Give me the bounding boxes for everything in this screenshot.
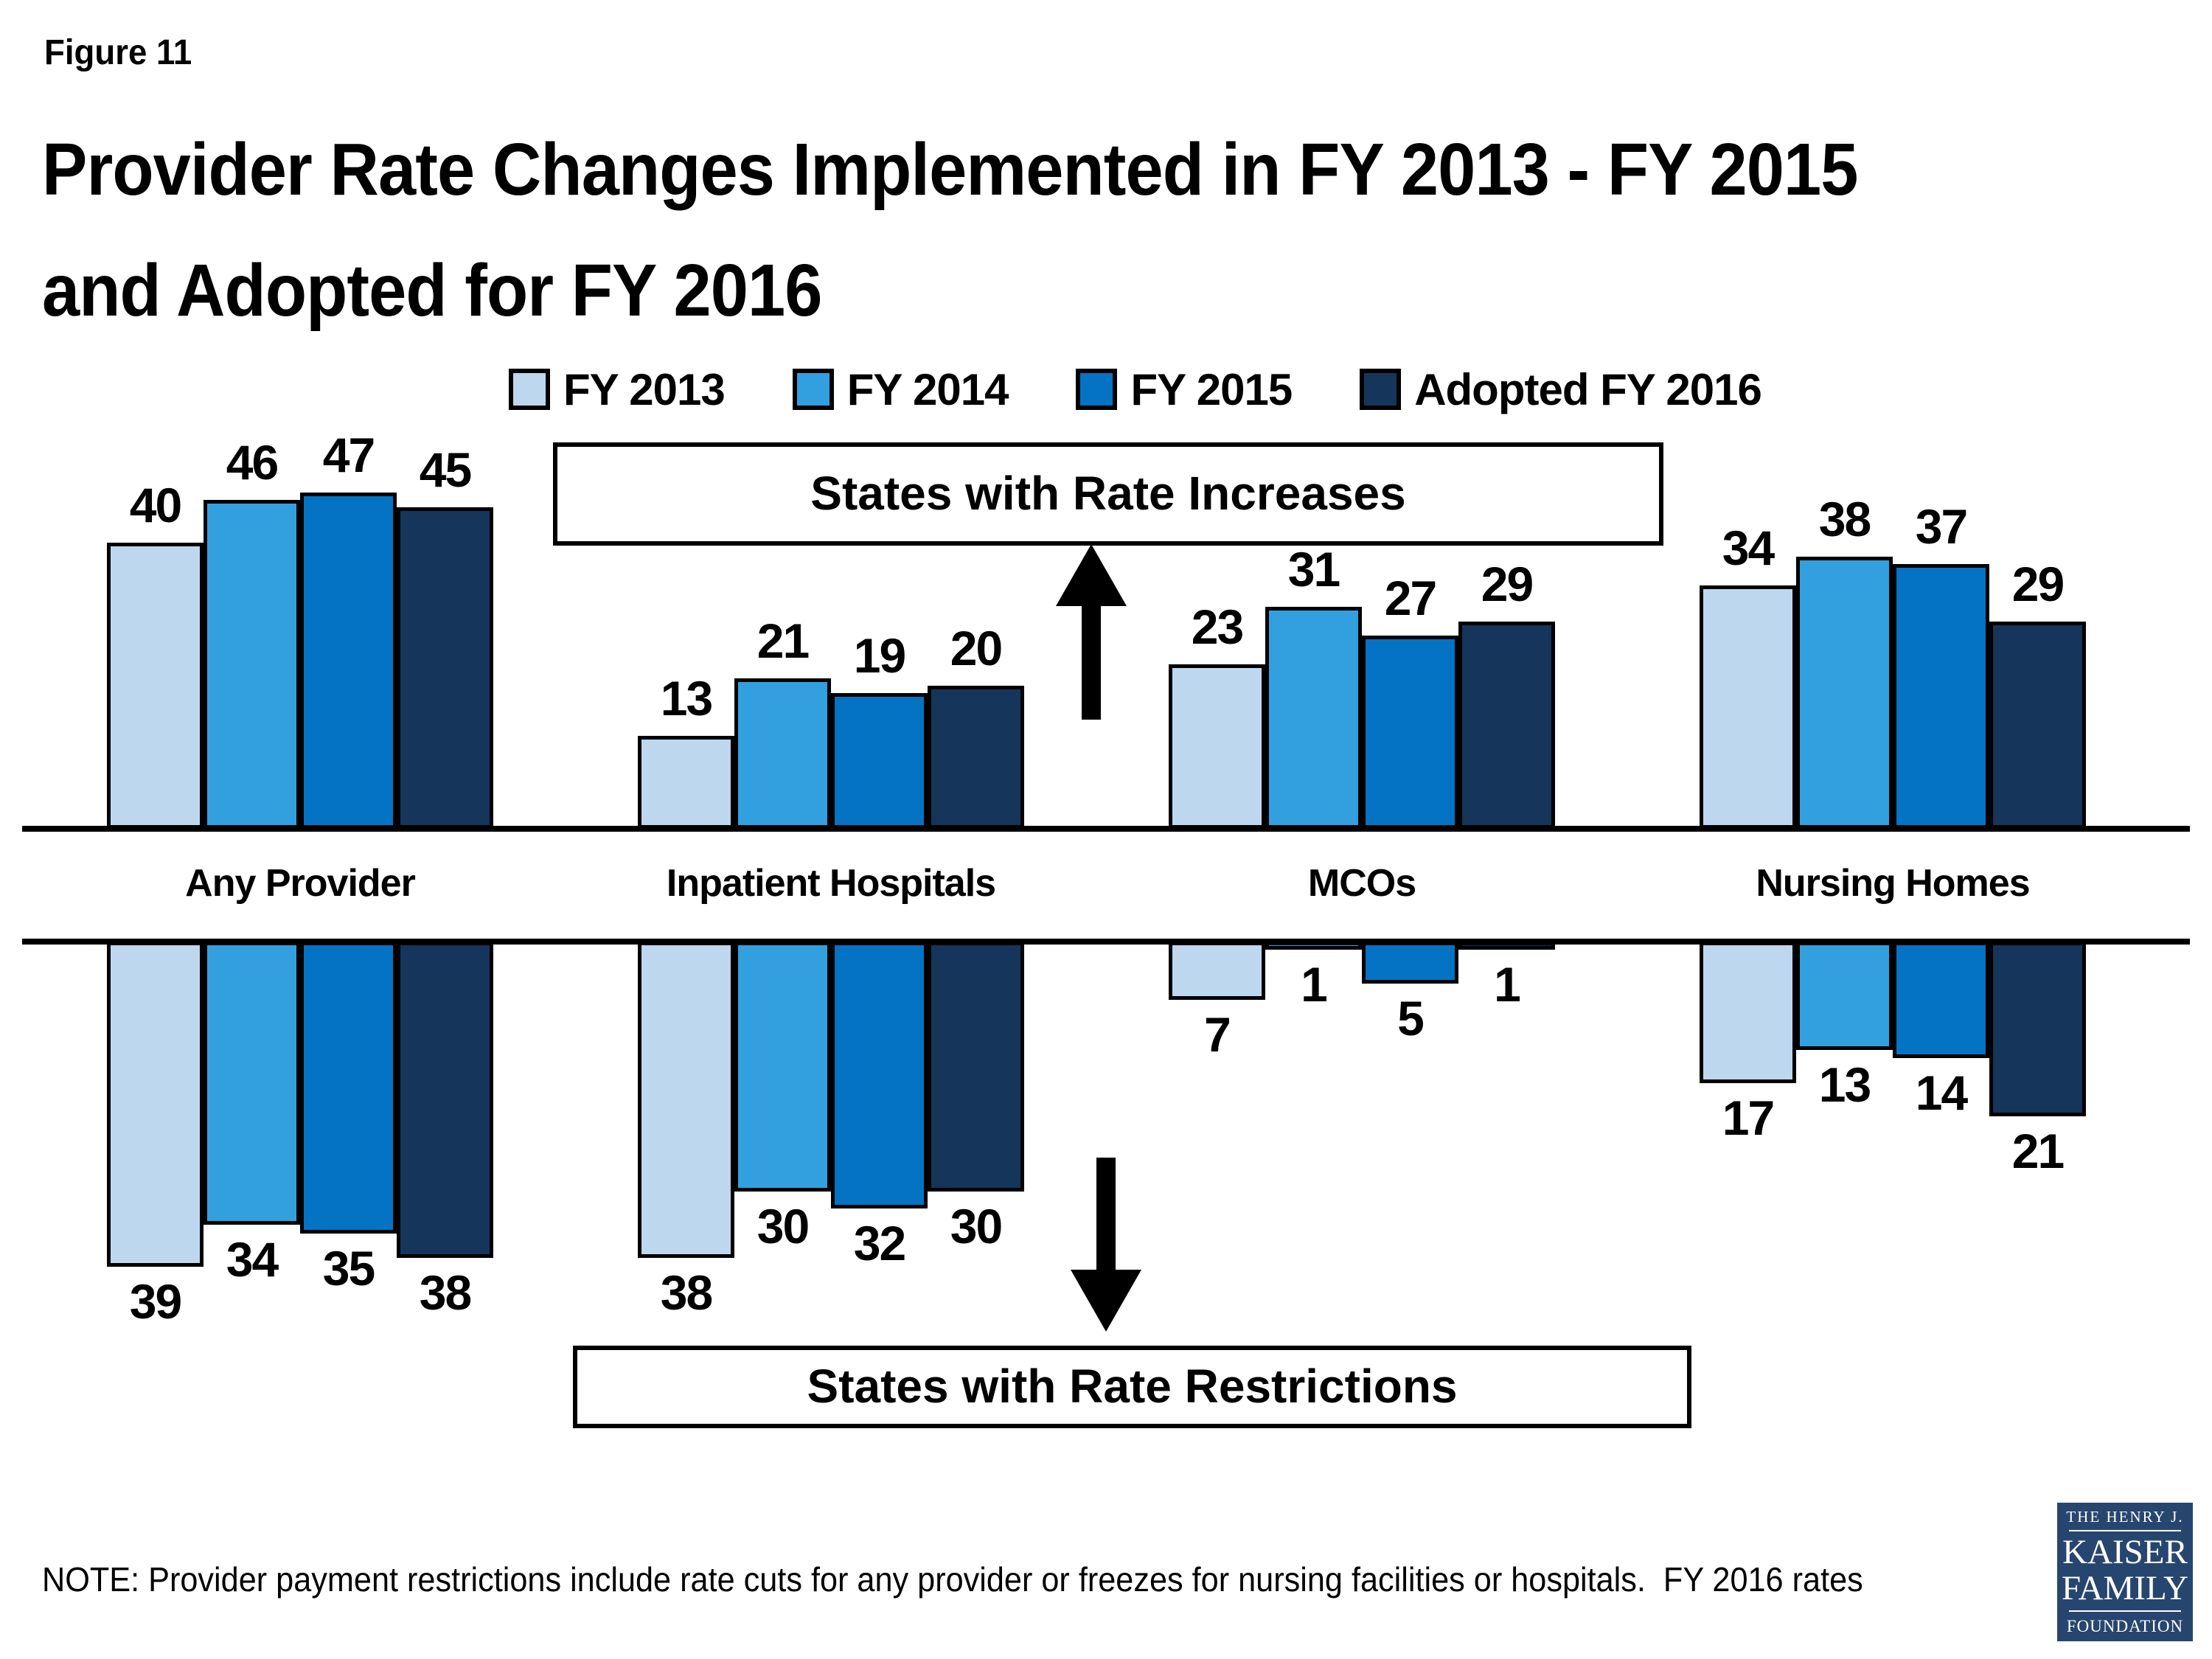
bar-restriction	[300, 942, 397, 1234]
value-label-increase: 21	[757, 613, 810, 668]
logo-line-foundation: FOUNDATION	[2066, 1617, 2184, 1635]
bar-increase	[1169, 664, 1265, 829]
bar-restriction	[1989, 942, 2086, 1116]
bar-restriction	[831, 942, 928, 1208]
bar-increase	[1362, 636, 1458, 829]
value-label-restriction: 35	[322, 1241, 375, 1295]
legend-swatch-icon	[1360, 369, 1402, 410]
value-label-increase: 31	[1287, 542, 1340, 597]
value-label-restriction: 32	[853, 1216, 906, 1270]
legend-item: FY 2014	[792, 364, 1009, 415]
logo-divider-top	[2069, 1530, 2181, 1531]
value-label-restriction: 39	[129, 1274, 182, 1329]
category-label: Inpatient Hospitals	[666, 862, 996, 905]
bar-increase	[831, 693, 928, 829]
value-label-increase: 34	[1722, 521, 1775, 575]
bar-increase	[928, 686, 1024, 829]
bar-restriction	[397, 942, 493, 1258]
kff-logo: THE HENRY J. KAISER FAMILY FOUNDATION	[2057, 1503, 2193, 1641]
bar-restriction	[107, 942, 204, 1267]
value-label-restriction: 1	[1494, 957, 1521, 1012]
legend-swatch-icon	[1076, 369, 1118, 410]
value-label-restriction: 34	[226, 1232, 279, 1287]
value-label-restriction: 30	[757, 1199, 810, 1253]
legend-label: FY 2013	[563, 364, 726, 414]
page-title: Provider Rate Changes Implemented in FY …	[42, 109, 1858, 351]
value-label-increase: 46	[226, 435, 279, 490]
legend-label: Adopted FY 2016	[1414, 364, 1762, 414]
bar-increase	[204, 500, 300, 829]
value-label-restriction: 38	[660, 1265, 713, 1320]
logo-divider-bottom	[2069, 1610, 2181, 1612]
value-label-increase: 47	[322, 428, 375, 482]
value-label-restriction: 38	[419, 1265, 472, 1320]
title-line-2: and Adopted for FY 2016	[42, 249, 822, 332]
bar-increase	[1700, 585, 1796, 829]
bar-increase	[107, 543, 204, 829]
value-label-restriction: 17	[1722, 1091, 1775, 1145]
bar-restriction	[734, 942, 831, 1192]
bar-increase	[397, 507, 493, 829]
rate-increases-box: States with Rate Increases	[553, 442, 1663, 546]
value-label-increase: 29	[2011, 557, 2065, 611]
value-label-increase: 40	[129, 478, 182, 532]
down-arrow-shaft	[1096, 1158, 1116, 1271]
legend-swatch-icon	[509, 369, 550, 410]
value-label-restriction: 13	[1818, 1057, 1871, 1112]
value-label-increase: 38	[1818, 492, 1871, 546]
bar-increase	[1893, 564, 1989, 829]
category-label: Any Provider	[185, 862, 416, 905]
down-arrow-icon	[1071, 1270, 1141, 1332]
legend-item: Adopted FY 2016	[1360, 364, 1762, 415]
logo-line-family: FAMILY	[2062, 1569, 2188, 1607]
value-label-increase: 23	[1191, 599, 1244, 654]
bar-restriction	[1893, 942, 1989, 1058]
category-label: MCOs	[1307, 862, 1416, 905]
lower-axis-line	[22, 939, 2190, 945]
note-line-1: NOTE: Provider payment restrictions incl…	[42, 1560, 1863, 1599]
value-label-restriction: 21	[2011, 1124, 2065, 1178]
legend-swatch-icon	[792, 369, 834, 410]
bar-increase	[638, 736, 734, 829]
note-text: NOTE: Provider payment restrictions incl…	[42, 1460, 1885, 1659]
figure-number: Figure 11	[44, 33, 192, 72]
up-arrow-icon	[1056, 544, 1127, 606]
value-label-restriction: 30	[950, 1199, 1003, 1253]
bar-increase	[1989, 622, 2086, 829]
bar-increase	[1265, 607, 1362, 829]
logo-line-kaiser: KAISER	[2062, 1533, 2188, 1571]
value-label-increase: 20	[950, 621, 1003, 675]
bar-restriction	[1796, 942, 1893, 1050]
bar-increase	[1458, 622, 1555, 829]
up-arrow-shaft	[1082, 603, 1101, 720]
rate-restrictions-box: States with Rate Restrictions	[573, 1346, 1691, 1428]
logo-line-henry: THE HENRY J.	[2066, 1508, 2184, 1526]
category-label: Nursing Homes	[1756, 862, 2030, 905]
legend-item: FY 2015	[1076, 364, 1293, 415]
legend-label: FY 2015	[1130, 364, 1293, 414]
value-label-increase: 37	[1915, 499, 1968, 554]
value-label-increase: 13	[660, 671, 713, 726]
value-label-restriction: 7	[1204, 1007, 1231, 1062]
bar-increase	[300, 493, 397, 829]
legend-item: FY 2013	[509, 364, 726, 415]
value-label-restriction: 1	[1301, 957, 1328, 1012]
bar-restriction	[928, 942, 1024, 1192]
value-label-increase: 27	[1384, 571, 1437, 625]
value-label-increase: 45	[419, 442, 472, 497]
value-label-restriction: 5	[1397, 991, 1425, 1046]
value-label-increase: 29	[1481, 557, 1534, 611]
bar-restriction	[1169, 942, 1265, 1000]
legend: FY 2013 FY 2014 FY 2015 Adopted FY 2016	[509, 364, 1762, 415]
bar-restriction	[204, 942, 300, 1225]
title-line-1: Provider Rate Changes Implemented in FY …	[42, 128, 1858, 211]
bar-increase	[1796, 557, 1893, 829]
value-label-restriction: 14	[1915, 1065, 1968, 1120]
upper-axis-line	[22, 826, 2190, 832]
legend-label: FY 2014	[846, 364, 1009, 414]
bar-increase	[734, 678, 831, 829]
value-label-increase: 19	[853, 628, 906, 683]
